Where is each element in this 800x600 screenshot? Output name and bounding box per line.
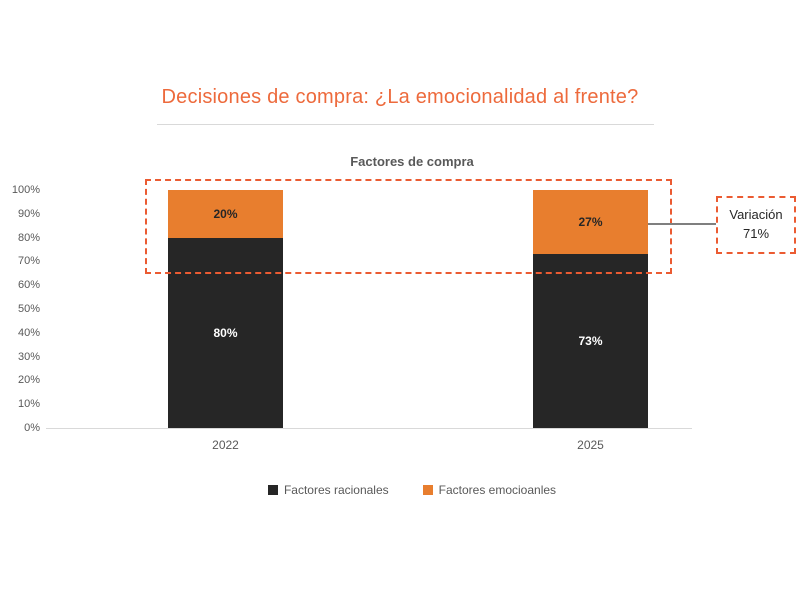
variation-callout-title: Variación: [729, 207, 783, 223]
bar-segment-racionales-2022: 80%: [168, 237, 283, 428]
bar-segment-emocionales-2025: 27%: [533, 190, 648, 255]
x-axis-label-2025: 2025: [577, 438, 604, 452]
chart-title: Factores de compra: [350, 154, 474, 169]
y-tick-label: 30%: [17, 350, 40, 363]
y-tick-label: 20%: [17, 374, 40, 387]
legend-label-emocionales: Factores emocioanles: [438, 483, 557, 497]
y-axis: 100% 90% 80% 70% 60% 50% 40% 30% 20% 10%…: [0, 183, 40, 435]
variation-callout: Variación 71%: [716, 196, 796, 254]
data-label-racionales-2022: 80%: [213, 325, 238, 340]
y-tick-label: 90%: [17, 207, 40, 220]
legend-label-racionales: Factores racionales: [283, 483, 389, 497]
data-label-emocionales-2025: 27%: [578, 215, 603, 230]
x-axis-label-2022: 2022: [212, 438, 239, 452]
y-tick-label: 50%: [17, 302, 40, 315]
bar-segment-racionales-2025: 73%: [533, 254, 648, 428]
legend-item-emocionales: Factores emocioanles: [422, 483, 557, 497]
y-tick-label: 80%: [17, 231, 40, 244]
callout-connector-line: [648, 223, 716, 225]
legend-item-racionales: Factores racionales: [267, 483, 389, 497]
page-title: Decisiones de compra: ¿La emocionalidad …: [161, 86, 639, 108]
y-tick-label: 60%: [17, 279, 40, 292]
data-label-racionales-2025: 73%: [578, 334, 603, 349]
data-label-emocionales-2022: 20%: [213, 206, 238, 221]
bar-segment-emocionales-2022: 20%: [168, 190, 283, 238]
bar-2025: 27% 73%: [533, 190, 648, 428]
title-underline: [157, 124, 654, 125]
y-tick-label: 10%: [17, 398, 40, 411]
bar-2022: 20% 80%: [168, 190, 283, 428]
y-tick-label: 70%: [17, 255, 40, 268]
legend-swatch-emocionales: [422, 485, 433, 495]
y-tick-label: 40%: [17, 326, 40, 339]
y-tick-label: 100%: [11, 184, 40, 196]
legend: Factores racionales Factores emocioanles: [12, 483, 800, 497]
legend-swatch-racionales: [267, 485, 278, 495]
plot-area: 20% 80% 27% 73%: [46, 190, 692, 429]
y-tick-label: 0%: [24, 421, 40, 434]
variation-callout-value: 71%: [742, 226, 770, 241]
